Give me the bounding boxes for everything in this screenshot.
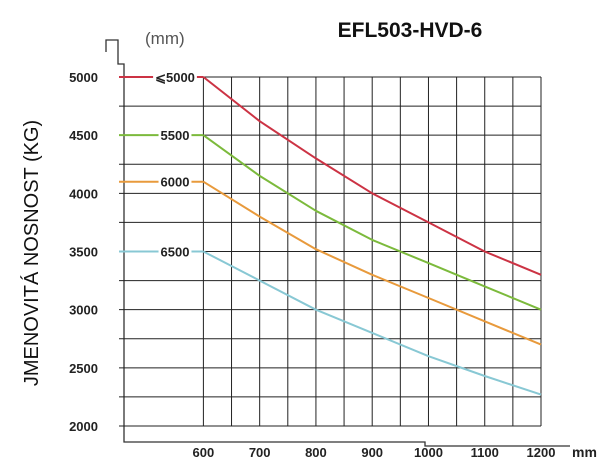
y-tick-label: 3500 — [69, 245, 98, 260]
series-label: ⩽5000 — [155, 70, 195, 85]
x-tick-label: 1000 — [414, 445, 443, 460]
y-tick-label: 5000 — [69, 70, 98, 85]
series-line — [202, 76, 542, 276]
y-tick-label: 2500 — [69, 361, 98, 376]
x-tick-label: 600 — [193, 445, 215, 460]
y-tick-label: 4000 — [69, 186, 98, 201]
series-label-background — [158, 128, 192, 144]
x-tick-label: 700 — [249, 445, 271, 460]
y-tick-label: 4500 — [69, 128, 98, 143]
load-center-unit: (mm) — [145, 29, 185, 48]
x-axis-unit: mm — [572, 444, 597, 460]
series-label: 6500 — [161, 245, 190, 260]
x-tick-label: 1200 — [527, 445, 556, 460]
series-line — [202, 134, 542, 311]
series-label-background — [158, 174, 192, 190]
x-tick-labels: 600 700 800 900 1000 1100 1200 — [193, 445, 556, 460]
series-label-background — [153, 70, 197, 85]
series-label-background — [158, 244, 192, 260]
chart-title: EFL503-HVD-6 — [338, 19, 483, 42]
series-label: 5500 — [161, 128, 190, 143]
series-label: 6000 — [161, 175, 190, 190]
x-tick-label: 900 — [361, 445, 383, 460]
y-tick-labels: 2000 2500 3000 3500 4000 4500 5000 — [69, 70, 98, 434]
y-axis-label: JMENOVITÁ NOSNOST (KG) — [20, 120, 43, 386]
chart-frame — [105, 39, 570, 447]
y-tick-label: 2000 — [69, 419, 98, 434]
series-line — [202, 250, 542, 396]
series-line — [202, 180, 542, 346]
series-lines: ⩽5000 5500 6000 6500 — [119, 70, 542, 396]
x-tick-label: 800 — [305, 445, 327, 460]
x-tick-label: 1100 — [471, 445, 499, 460]
y-tick-label: 3000 — [69, 303, 98, 318]
